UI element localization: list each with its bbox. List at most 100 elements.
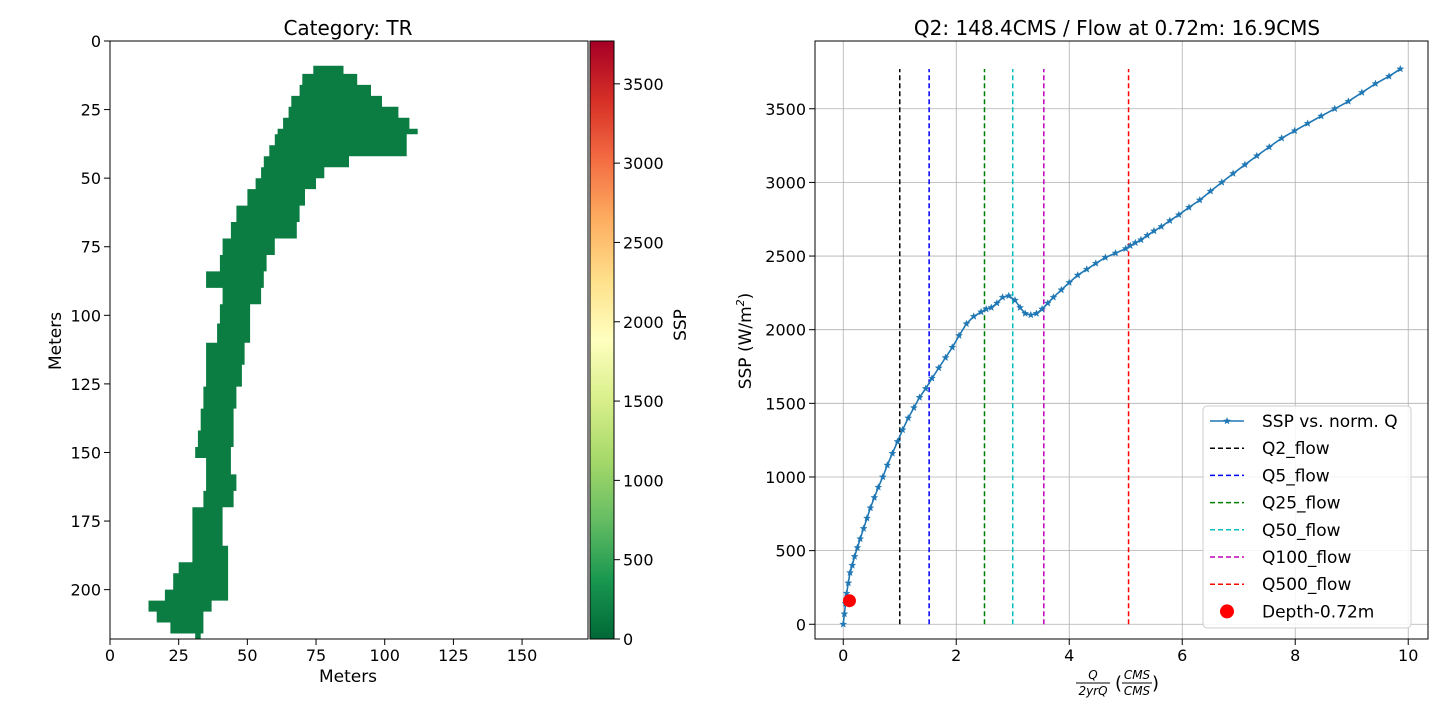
heatmap-x-tick-label: 150 — [507, 646, 538, 665]
line-x-tick-label: 4 — [1064, 646, 1074, 665]
ssp-point — [1150, 226, 1158, 235]
colorbar-tick-label: 2000 — [623, 313, 664, 332]
xlabel-frac-num: Q — [1088, 668, 1097, 682]
ssp-point — [909, 403, 918, 412]
ssp-point — [1165, 216, 1174, 225]
line-title: Q2: 148.4CMS / Flow at 0.72m: 16.9CMS — [914, 16, 1320, 40]
ssp-point — [844, 578, 853, 587]
ssp-point — [1091, 259, 1100, 267]
ssp-point — [987, 303, 996, 311]
ssp-point — [941, 353, 950, 362]
ssp-point — [1252, 151, 1261, 160]
heatmap-y-tick-label: 75 — [81, 238, 101, 257]
ssp-point — [1143, 231, 1152, 239]
legend-label-q25-flow: Q25_flow — [1262, 494, 1341, 514]
colorbar-tick-label: 2500 — [623, 233, 664, 252]
ssp-point — [893, 437, 902, 446]
heatmap-y-tick-label: 125 — [70, 375, 101, 394]
line-y-ticks: 0 500 1000 1500 2000 2500 3000 3500 — [765, 100, 815, 634]
ssp-point — [915, 393, 924, 401]
legend: SSP vs. norm. Q Q2_flow Q5_flow Q25_flow Q50… — [1202, 405, 1412, 629]
heatmap-xlabel: Meters — [319, 667, 377, 687]
ssp-point — [870, 493, 879, 501]
ssp-point — [934, 363, 943, 372]
ssp-point — [1357, 88, 1366, 96]
ssp-point — [1185, 203, 1193, 211]
ssp-point — [856, 534, 865, 543]
ssp-point — [839, 620, 848, 628]
line-x-ticks: 0 2 4 6 8 10 — [838, 639, 1418, 665]
colorbar-tick-label: 500 — [623, 551, 654, 570]
ssp-point — [982, 304, 991, 313]
ssp-point — [898, 425, 907, 434]
line-x-tick-label: 6 — [1177, 646, 1187, 665]
ssp-point — [1396, 64, 1405, 73]
ssp-point — [1195, 195, 1204, 204]
line-y-tick-label: 3500 — [765, 100, 806, 119]
ssp-point — [878, 472, 887, 481]
ssp-point — [1371, 79, 1380, 88]
line-y-tick-label: 3000 — [765, 173, 806, 192]
line-x-tick-label: 10 — [1398, 646, 1418, 665]
ssp-point — [1057, 285, 1066, 294]
ssp-point — [866, 503, 875, 512]
colorbar-tick-label: 1500 — [623, 392, 664, 411]
legend-label-q100-flow: Q100_flow — [1262, 548, 1351, 568]
ssp-point — [1137, 235, 1145, 244]
colorbar-tick-label: 0 — [623, 630, 633, 649]
line-y-tick-label: 1000 — [765, 468, 806, 487]
ssp-point — [1021, 309, 1030, 317]
heatmap-x-tick-label: 50 — [237, 646, 257, 665]
line-panel: Q2: 148.4CMS / Flow at 0.72m: 16.9CMS 0 2… — [734, 16, 1429, 698]
ssp-point — [863, 514, 871, 522]
ssp-point — [883, 461, 892, 469]
ssp-point — [1004, 291, 1013, 300]
line-ylabel-text: SSP (W/m2) — [734, 293, 756, 390]
ssp-point — [848, 561, 857, 569]
colorbar-ticks: 0 500 1000 1500 2000 2500 3000 3500 — [614, 75, 664, 649]
line-frame — [814, 40, 1429, 640]
heatmap-y-tick-label: 50 — [81, 169, 101, 188]
heatmap-cells — [148, 65, 418, 639]
colorbar: 0 500 1000 1500 2000 2500 3000 3500 SSP — [589, 40, 691, 649]
ssp-point — [992, 299, 1001, 307]
legend-label-q2-flow: Q2_flow — [1262, 439, 1330, 459]
ssp-point — [955, 331, 964, 339]
legend-label-depth: Depth-0.72m — [1262, 602, 1374, 622]
ssp-point — [1049, 293, 1058, 301]
ssp-point — [1043, 299, 1052, 307]
ssp-point — [1277, 134, 1286, 142]
ylabel-main: SSP (W/m — [736, 306, 756, 389]
heatmap-x-ticks: 0 25 50 75 100 125 150 — [105, 639, 537, 665]
ssp-point — [1240, 160, 1249, 169]
colorbar-gradient — [589, 40, 615, 640]
ssp-point — [1330, 104, 1339, 113]
heatmap-x-tick-label: 25 — [168, 646, 188, 665]
heatmap-y-tick-label: 25 — [81, 101, 101, 120]
xlabel-unit-num: CMS — [1124, 668, 1151, 682]
colorbar-tick-label: 3000 — [623, 154, 664, 173]
heatmap-title: Category: TR — [283, 16, 412, 40]
ssp-point — [840, 609, 849, 618]
ssp-point — [1206, 187, 1215, 195]
heatmap-x-tick-label: 75 — [306, 646, 326, 665]
line-y-tick-label: 2000 — [765, 321, 806, 340]
ssp-point — [850, 552, 859, 560]
legend-label-q50-flow: Q50_flow — [1262, 521, 1341, 541]
heatmap-y-tick-label: 150 — [70, 443, 101, 462]
ssp-point — [1131, 238, 1140, 247]
ssp-point — [1016, 303, 1025, 311]
xlabel-unit-den: CMS — [1124, 684, 1151, 698]
ssp-point — [1217, 178, 1226, 186]
line-y-tick-label: 2500 — [765, 247, 806, 266]
heatmap-y-tick-label: 0 — [91, 32, 101, 51]
ssp-point — [1157, 222, 1166, 230]
heatmap-x-tick-label: 0 — [105, 646, 115, 665]
line-x-tick-label: 8 — [1290, 646, 1300, 665]
ssp-point — [1111, 248, 1120, 257]
heatmap-ylabel: Meters — [46, 312, 66, 370]
line-y-tick-label: 500 — [775, 542, 806, 561]
heatmap-panel: Category: TR 0 25 50 75 100 125 150 0 25 50 75 100… — [46, 16, 589, 687]
ssp-point — [1032, 309, 1041, 317]
